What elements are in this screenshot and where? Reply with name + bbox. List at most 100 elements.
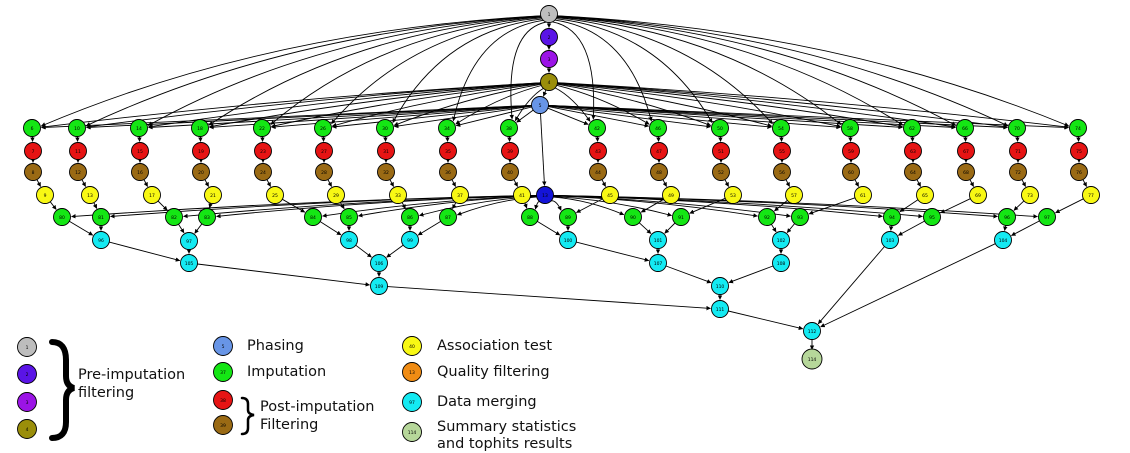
svg-text:46: 46 [655,126,661,132]
svg-text:43: 43 [595,149,601,155]
dag-edge [270,16,542,125]
dag-edge [728,265,774,284]
dag-edge [771,224,777,233]
dag-edge [452,202,457,210]
svg-text:32: 32 [383,170,389,176]
post-filter-node: 44 [589,163,607,181]
post-filter-node: 12 [69,163,87,181]
dag-edge [36,179,41,187]
svg-text:64: 64 [910,170,916,176]
imputation-node: 96 [998,208,1016,226]
post-filter-node: 43 [589,142,607,160]
imputation-node: 18 [191,119,209,137]
svg-text:98: 98 [346,238,352,244]
dag-edge [786,223,795,233]
svg-text:55: 55 [779,149,785,155]
dag-edge [392,18,543,123]
svg-text:20: 20 [198,170,204,176]
svg-text:57: 57 [791,193,797,199]
dag-edge [817,246,885,325]
legend-nodes: 1 2 3 4 5 37 38 39 40 13 97 114 [17,336,422,442]
dag-edge [557,82,1008,129]
dag-edge [455,85,542,125]
svg-text:77: 77 [1088,193,1094,199]
dag-edge [556,17,773,125]
svg-text:93: 93 [797,215,803,221]
svg-text:1: 1 [26,345,29,351]
post-filter-node: 7 [24,142,42,160]
node-2: 2 [540,28,558,46]
svg-text:40: 40 [409,344,415,350]
svg-text:80: 80 [59,215,65,221]
dag-edge [319,221,342,236]
svg-text:15: 15 [137,149,143,155]
association-node: 37 [451,186,469,204]
legend-pre-imputation-line2: filtering [78,385,135,401]
svg-text:88: 88 [527,215,533,221]
svg-text:21: 21 [210,193,216,199]
merge-node: 108 [772,254,790,272]
dag-edge [194,223,203,234]
post-filter-node: 48 [650,163,668,181]
svg-text:97: 97 [409,400,415,406]
dag-edge [662,179,667,187]
legend-pre-node: 4 [17,419,37,439]
svg-text:67: 67 [963,149,969,155]
dag-edge [547,107,589,125]
association-node: 61 [854,186,872,204]
dag-edge [557,82,903,129]
legend-post-imputation-line2: Filtering [260,417,319,433]
post-filter-node: 20 [192,163,210,181]
association-node: 65 [916,186,934,204]
svg-text:27: 27 [321,149,327,155]
legend-post-node: 38 [213,390,233,410]
svg-text:29: 29 [333,193,339,199]
dag-edge [387,286,711,311]
svg-text:83: 83 [204,215,210,221]
svg-text:71: 71 [1015,149,1021,155]
svg-text:92: 92 [764,215,770,221]
imputation-node: 82 [165,208,183,226]
node-4: 4 [540,73,558,91]
association-node: 17 [143,186,161,204]
svg-text:110: 110 [716,284,725,290]
legend-association-label: Association test [437,338,553,354]
dag-edge [576,241,650,262]
legend-phasing-node: 5 [213,336,233,356]
legend-quality-node: 13 [402,362,422,382]
dag-edge [451,179,456,187]
imputation-node: 84 [304,208,322,226]
dag-edge [916,179,921,187]
imputation-node: 58 [841,119,859,137]
imputation-node: 83 [198,208,216,226]
svg-text:74: 74 [1075,126,1081,132]
post-filter-node: 56 [773,163,791,181]
dag-edge [204,179,209,187]
imputation-node: 6 [23,119,41,137]
dag-edge [665,265,712,284]
svg-text:114: 114 [808,357,817,363]
svg-text:38: 38 [220,398,226,404]
legend-pre-node: 1 [17,337,37,357]
svg-text:33: 33 [395,193,401,199]
svg-text:42: 42 [594,126,600,132]
imputation-node: 26 [314,119,332,137]
svg-text:3: 3 [26,400,29,406]
imputation-node: 74 [1069,119,1087,137]
dag-edge [1003,225,1008,231]
imputation-node: 70 [1008,119,1026,137]
legend-post-node: 39 [213,415,233,435]
dag-edge [557,83,773,128]
dag-edge [557,16,904,126]
post-filter-node: 36 [439,163,457,181]
svg-text:97: 97 [1044,215,1050,221]
svg-text:61: 61 [860,193,866,199]
imputation-node: 94 [883,208,901,226]
post-filter-node: 47 [650,142,668,160]
dag-edge [969,179,974,187]
association-node: 77 [1082,186,1100,204]
svg-text:96: 96 [98,238,104,244]
dag-edge [40,15,541,127]
svg-text:52: 52 [718,170,724,176]
merge-node: 104 [994,231,1012,249]
